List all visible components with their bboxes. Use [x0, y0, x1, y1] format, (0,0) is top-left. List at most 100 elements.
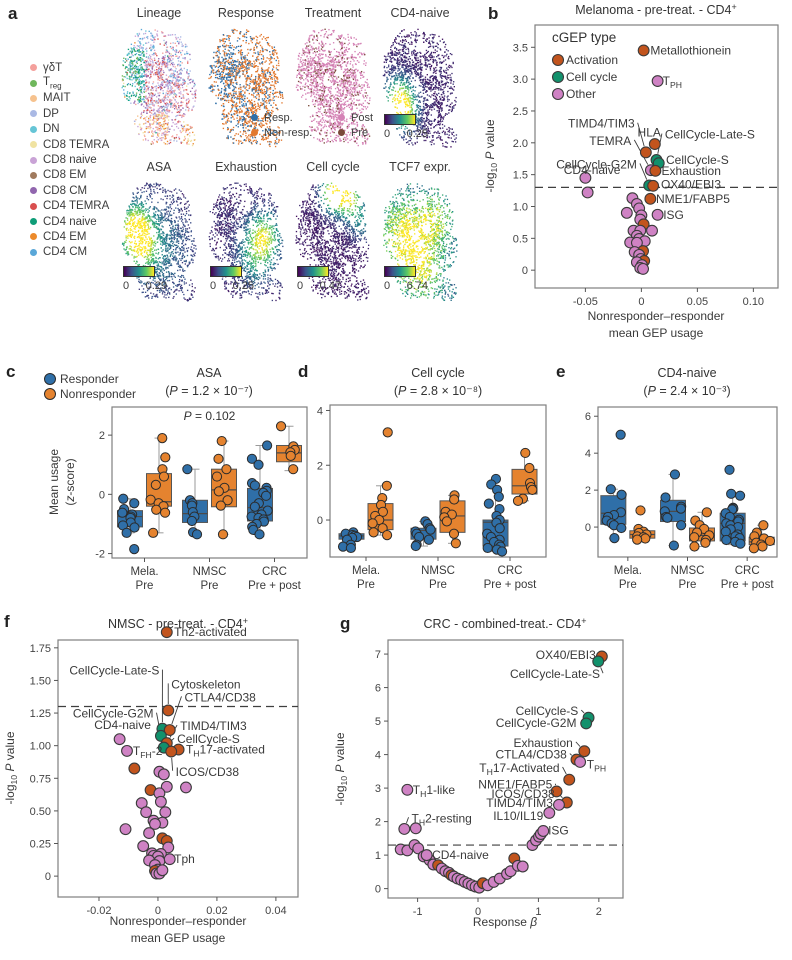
sample-point: [482, 542, 493, 554]
legend-swatch-icon: [551, 53, 565, 67]
legend-label: CD8 CM: [43, 184, 88, 197]
legend-label: Treg: [43, 75, 62, 91]
umap-title: Lineage: [136, 6, 182, 20]
sample-point: [524, 462, 535, 474]
svg-text:Tph: Tph: [174, 852, 195, 866]
svg-text:cGEP type: cGEP type: [552, 30, 616, 45]
svg-text:1: 1: [535, 906, 541, 918]
sample-point: [483, 498, 494, 509]
svg-text:Pre + post: Pre + post: [248, 580, 302, 592]
sample-point: [150, 479, 161, 490]
legend-swatch-icon: [30, 64, 37, 72]
legend-label: CD4 naive: [43, 215, 97, 228]
sample-point: [425, 524, 436, 535]
svg-text:TEMRA: TEMRA: [589, 134, 631, 148]
sample-point: [758, 520, 769, 531]
svg-text:1.00: 1.00: [30, 741, 51, 753]
umap-cell-tcf7: TCF7 expr. 0 6.74: [377, 160, 467, 310]
legend-label: CD4 EM: [43, 230, 87, 243]
svg-text:0.50: 0.50: [30, 806, 51, 818]
legend-label: DN: [43, 123, 60, 136]
svg-text:-2: -2: [95, 549, 105, 561]
svg-text:TH17-Activated: TH17-Activated: [479, 761, 559, 777]
svg-text:1.50: 1.50: [30, 675, 51, 687]
sample-point: [689, 541, 700, 552]
data-point-labeled: [648, 138, 661, 151]
point-labels: OX40/EBI3 CellCycle-Late-S CellCycle-SCell…: [412, 648, 607, 862]
colorbar-min: 0: [384, 128, 391, 140]
sample-point: [669, 469, 681, 480]
svg-text:Nonresponder: Nonresponder: [60, 387, 136, 401]
legend-swatch-icon: [551, 87, 565, 101]
umap-scatter-asa: [116, 180, 201, 304]
svg-text:TH2-resting: TH2-resting: [412, 811, 472, 827]
umap-scatter-tcf7: [377, 180, 462, 304]
svg-text:mean GEP usage: mean GEP usage: [609, 326, 704, 340]
data-point-labeled: [420, 849, 433, 862]
umap-cell-exhaustion: Exhaustion 0 0.25: [203, 160, 293, 310]
sample-point: [211, 471, 223, 482]
sample-point: [668, 540, 679, 551]
svg-text:Exhaustion: Exhaustion: [662, 164, 721, 178]
lineage-legend-item: CD8 EM: [30, 168, 109, 183]
svg-text:(P = 2.8 × 10⁻⁸): (P = 2.8 × 10⁻⁸): [394, 384, 482, 398]
data-point-labeled: [398, 823, 411, 835]
mini-legend-label: Post: [351, 111, 374, 124]
svg-text:3: 3: [375, 783, 381, 795]
panel-label-c: c: [6, 362, 16, 381]
legend-label: DP: [43, 107, 59, 120]
svg-text:ASA: ASA: [196, 366, 222, 380]
svg-text:Mela.: Mela.: [614, 565, 642, 577]
sample-point: [735, 538, 746, 549]
svg-text:-1: -1: [413, 906, 423, 918]
svg-text:0.10: 0.10: [743, 296, 764, 308]
svg-text:Nonresponder–responder: Nonresponder–responder: [588, 309, 725, 323]
panel-label-a: a: [8, 4, 18, 23]
data-point-labeled: [649, 164, 662, 177]
sample-point: [121, 527, 132, 538]
sample-point: [609, 533, 620, 544]
axes: 0 2 4 Mela. Pre NMSC Pre CRC Pre + post: [317, 404, 547, 591]
data-point: [581, 186, 594, 199]
svg-text:NME1/FABP5: NME1/FABP5: [478, 778, 552, 792]
svg-text:3.5: 3.5: [513, 42, 528, 54]
svg-text:4: 4: [375, 750, 381, 762]
colorbar-min: 0: [297, 280, 304, 292]
umap-title: ASA: [146, 160, 172, 174]
data-point: [157, 768, 170, 781]
svg-text:CD4-naive: CD4-naive: [564, 163, 621, 177]
data-point: [149, 817, 161, 830]
sample-point: [345, 542, 357, 554]
boxplot-cd4-naive: CD4-naive (P = 2.4 × 10⁻³) 0 2 4 6 Mela. Pre NMS…: [585, 366, 778, 591]
svg-text:Pre: Pre: [619, 579, 637, 591]
sample-point: [720, 526, 731, 537]
data-point-labeled: [553, 798, 565, 811]
data-point-labeled: [644, 192, 657, 205]
sample-point: [381, 480, 392, 491]
svg-text:CellCycle-G2M: CellCycle-G2M: [556, 157, 637, 171]
svg-text:1.75: 1.75: [30, 643, 51, 655]
svg-text:NMSC - pre-treat. - CD4+: NMSC - pre-treat. - CD4+: [108, 616, 248, 631]
svg-text:6: 6: [375, 683, 381, 695]
svg-text:0: 0: [475, 906, 481, 918]
sample-point: [213, 453, 224, 464]
sample-point: [764, 535, 776, 547]
svg-text:TPH: TPH: [663, 74, 682, 90]
boxes: [338, 452, 538, 553]
svg-text:NME1/FABP5: NME1/FABP5: [656, 192, 730, 206]
data-point: [143, 827, 156, 840]
data-point: [637, 262, 650, 275]
data-point-labeled: [578, 745, 591, 758]
svg-text:0.75: 0.75: [30, 773, 51, 785]
boxes: [600, 473, 775, 549]
colorbar-gradient: [123, 266, 155, 277]
umap-scatter-cellcycle: [290, 180, 375, 304]
legend-swatch-icon: [30, 125, 37, 133]
data-point: [409, 822, 422, 835]
panel-label-d: d: [298, 362, 309, 381]
data-point-labeled: [580, 717, 593, 730]
svg-text:Activation: Activation: [566, 53, 618, 67]
umap-cell-response: Response Resp. Non-resp.: [203, 6, 312, 156]
